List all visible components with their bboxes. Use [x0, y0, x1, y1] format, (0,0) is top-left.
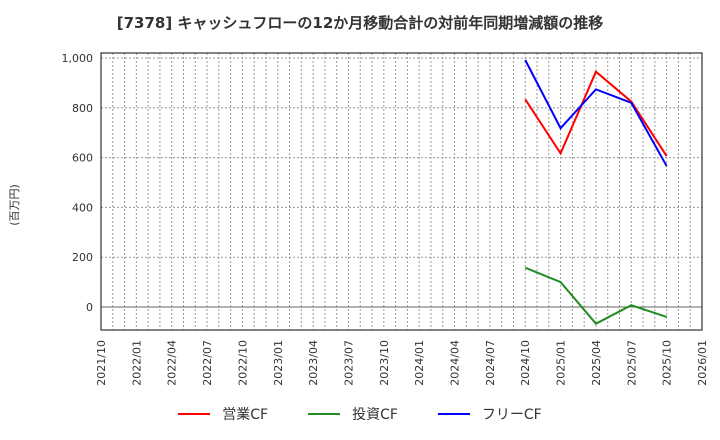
- y-axis-label: (百万円): [8, 184, 21, 226]
- legend-item-investing-cf: 投資CF: [308, 404, 398, 424]
- x-tick-label: 2024/10: [519, 340, 532, 386]
- legend-swatch-red-line-icon: [178, 413, 211, 415]
- legend-label: フリーCF: [481, 407, 542, 423]
- y-tick-label: 200: [72, 251, 93, 264]
- series-line: [524, 59, 668, 167]
- x-tick-label: 2025/01: [555, 340, 568, 386]
- legend-label: 営業CF: [222, 407, 269, 423]
- legend-item-free-cf: フリーCF: [437, 404, 542, 424]
- legend-label: 投資CF: [352, 407, 398, 423]
- grid-lines: [101, 53, 702, 330]
- legend-swatch-blue-line-icon: [437, 413, 470, 415]
- x-tick-label: 2023/01: [272, 340, 285, 386]
- x-tick-label: 2025/04: [590, 340, 603, 386]
- legend-swatch-green-line-icon: [308, 413, 341, 415]
- y-tick-label: 400: [72, 201, 93, 214]
- y-axis: 0 200 400 600 800 1,000: [62, 52, 94, 314]
- x-tick-label: 2023/10: [378, 340, 391, 386]
- series-line: [524, 70, 668, 157]
- legend: 営業CF 投資CF フリーCF: [0, 404, 720, 424]
- x-tick-label: 2022/04: [166, 340, 179, 386]
- x-tick-label: 2025/10: [661, 340, 674, 386]
- x-tick-label: 2024/04: [449, 340, 462, 386]
- y-tick-label: 800: [72, 102, 93, 115]
- y-tick-label: 600: [72, 152, 93, 165]
- x-tick-label: 2022/01: [130, 340, 143, 386]
- y-tick-label: 1,000: [62, 52, 94, 65]
- y-tick-label: 0: [86, 301, 93, 314]
- plot-frame: [100, 52, 703, 331]
- chart-title: [7378] キャッシュフローの12か月移動合計の対前年同期増減額の推移: [116, 14, 604, 32]
- series-line: [524, 266, 667, 325]
- x-tick-label: 2025/07: [625, 340, 638, 386]
- series-lines: [524, 59, 668, 325]
- x-tick-label: 2022/07: [201, 340, 214, 386]
- x-tick-label: 2024/01: [413, 340, 426, 386]
- x-tick-label: 2023/07: [342, 340, 355, 386]
- legend-item-operating-cf: 営業CF: [178, 404, 268, 424]
- x-tick-label: 2021/10: [95, 340, 108, 386]
- x-tick-label: 2026/01: [696, 340, 709, 386]
- x-tick-label: 2022/10: [236, 340, 249, 386]
- x-tick-label: 2024/07: [484, 340, 497, 386]
- x-axis: 2021/10 2022/01 2022/04 2022/07 2022/10 2023/…: [95, 340, 709, 386]
- x-tick-label: 2023/04: [307, 340, 320, 386]
